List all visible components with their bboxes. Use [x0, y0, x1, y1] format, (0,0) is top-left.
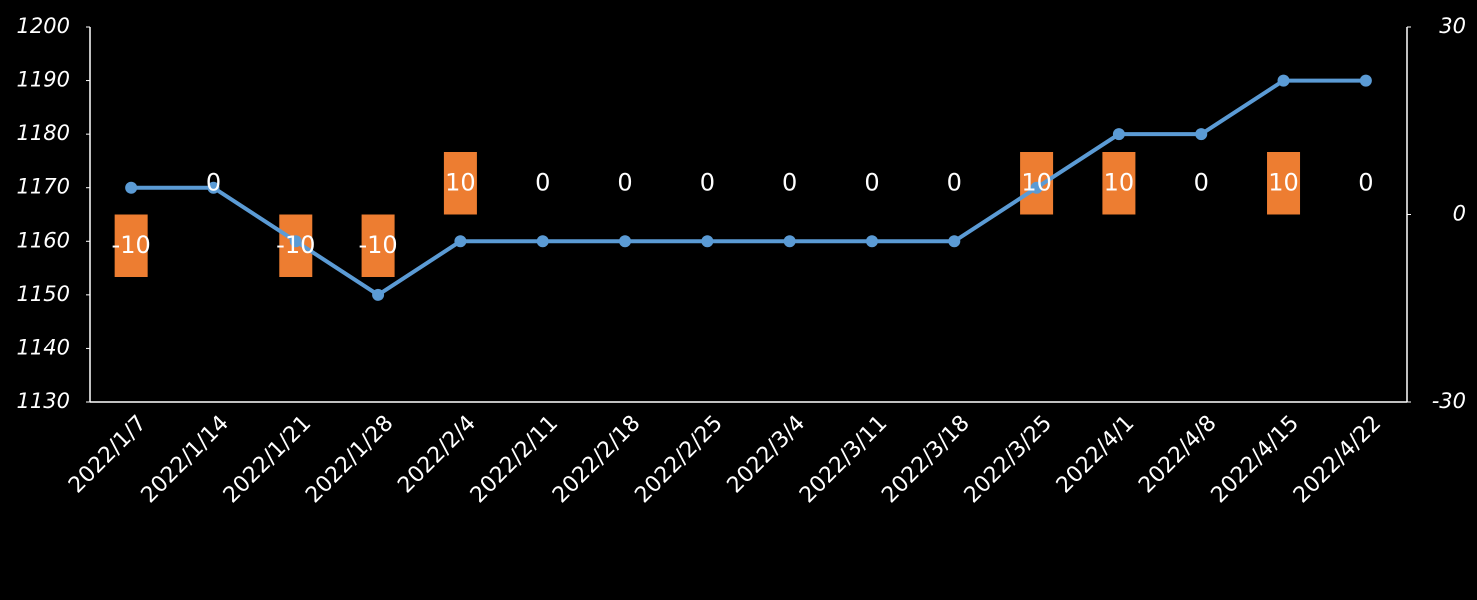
y2-tick-label: 30 — [1439, 14, 1466, 38]
data-label: 0 — [535, 169, 550, 197]
data-label: 10 — [1021, 168, 1052, 196]
y-tick-label: 1140 — [17, 335, 70, 359]
line-point — [865, 235, 878, 248]
data-label: 10 — [1268, 168, 1299, 196]
line-point — [1112, 128, 1125, 141]
y-tick-label: 1130 — [17, 389, 70, 413]
data-label: 0 — [617, 169, 632, 197]
y-tick-label: 1200 — [17, 14, 70, 38]
y-tick-label: 1180 — [17, 121, 70, 145]
bar — [1267, 152, 1301, 215]
bar — [443, 152, 477, 215]
x-tick-label: 2022/2/11 — [466, 411, 563, 508]
x-tick-label: 2022/3/18 — [877, 411, 974, 508]
data-label: 10 — [445, 168, 476, 196]
data-label: 0 — [1194, 169, 1209, 197]
data-label: 0 — [864, 169, 879, 197]
y-tick-label: 1160 — [17, 228, 70, 252]
data-label: 0 — [1358, 169, 1373, 197]
y-tick-label: 1190 — [17, 68, 70, 92]
bar — [1102, 152, 1136, 215]
y-tick-label: 1150 — [17, 282, 70, 306]
data-label: 0 — [700, 169, 715, 197]
x-tick-label: 2022/2/18 — [548, 411, 645, 508]
x-tick-label: 2022/4/1 — [1052, 411, 1140, 499]
line-point — [1030, 181, 1043, 194]
x-tick-label: 2022/1/21 — [219, 411, 316, 508]
line-point — [1277, 74, 1290, 87]
line-point — [1195, 128, 1208, 141]
data-label: -10 — [358, 231, 397, 259]
data-label: 0 — [947, 169, 962, 197]
x-tick-label: 2022/1/28 — [301, 411, 398, 508]
x-tick-label: 2022/1/7 — [64, 411, 152, 499]
x-tick-label: 2022/4/8 — [1134, 411, 1222, 499]
data-label: 0 — [206, 169, 221, 197]
y-tick-label: 1170 — [17, 175, 70, 199]
line-point — [372, 288, 385, 301]
data-label: 10 — [1104, 168, 1135, 196]
line-point — [207, 181, 220, 194]
data-label: -10 — [276, 231, 315, 259]
bar — [114, 214, 148, 277]
line-point — [536, 235, 549, 248]
x-tick-label: 2022/2/4 — [393, 411, 481, 499]
line-point — [289, 235, 302, 248]
line — [131, 78, 1366, 298]
x-tick-label: 2022/3/4 — [723, 411, 811, 499]
x-tick-label: 2022/1/14 — [137, 411, 234, 508]
line-point — [125, 181, 138, 194]
x-tick-label: 2022/3/25 — [960, 411, 1057, 508]
line-point — [1359, 74, 1372, 87]
y2-tick-label: -30 — [1432, 389, 1466, 413]
x-tick-label: 2022/2/25 — [630, 411, 727, 508]
data-label: 0 — [782, 169, 797, 197]
x-tick-label: 2022/4/22 — [1289, 411, 1386, 508]
x-tick-label: 2022/4/15 — [1207, 411, 1304, 508]
line-point — [619, 235, 632, 248]
line-point — [701, 235, 714, 248]
line-point — [783, 235, 796, 248]
x-tick-label: 2022/3/11 — [795, 411, 892, 508]
bar — [361, 214, 395, 277]
data-label: -10 — [112, 231, 151, 259]
y2-tick-label: 0 — [1453, 202, 1466, 226]
line-point — [454, 235, 467, 248]
line-point — [948, 235, 961, 248]
